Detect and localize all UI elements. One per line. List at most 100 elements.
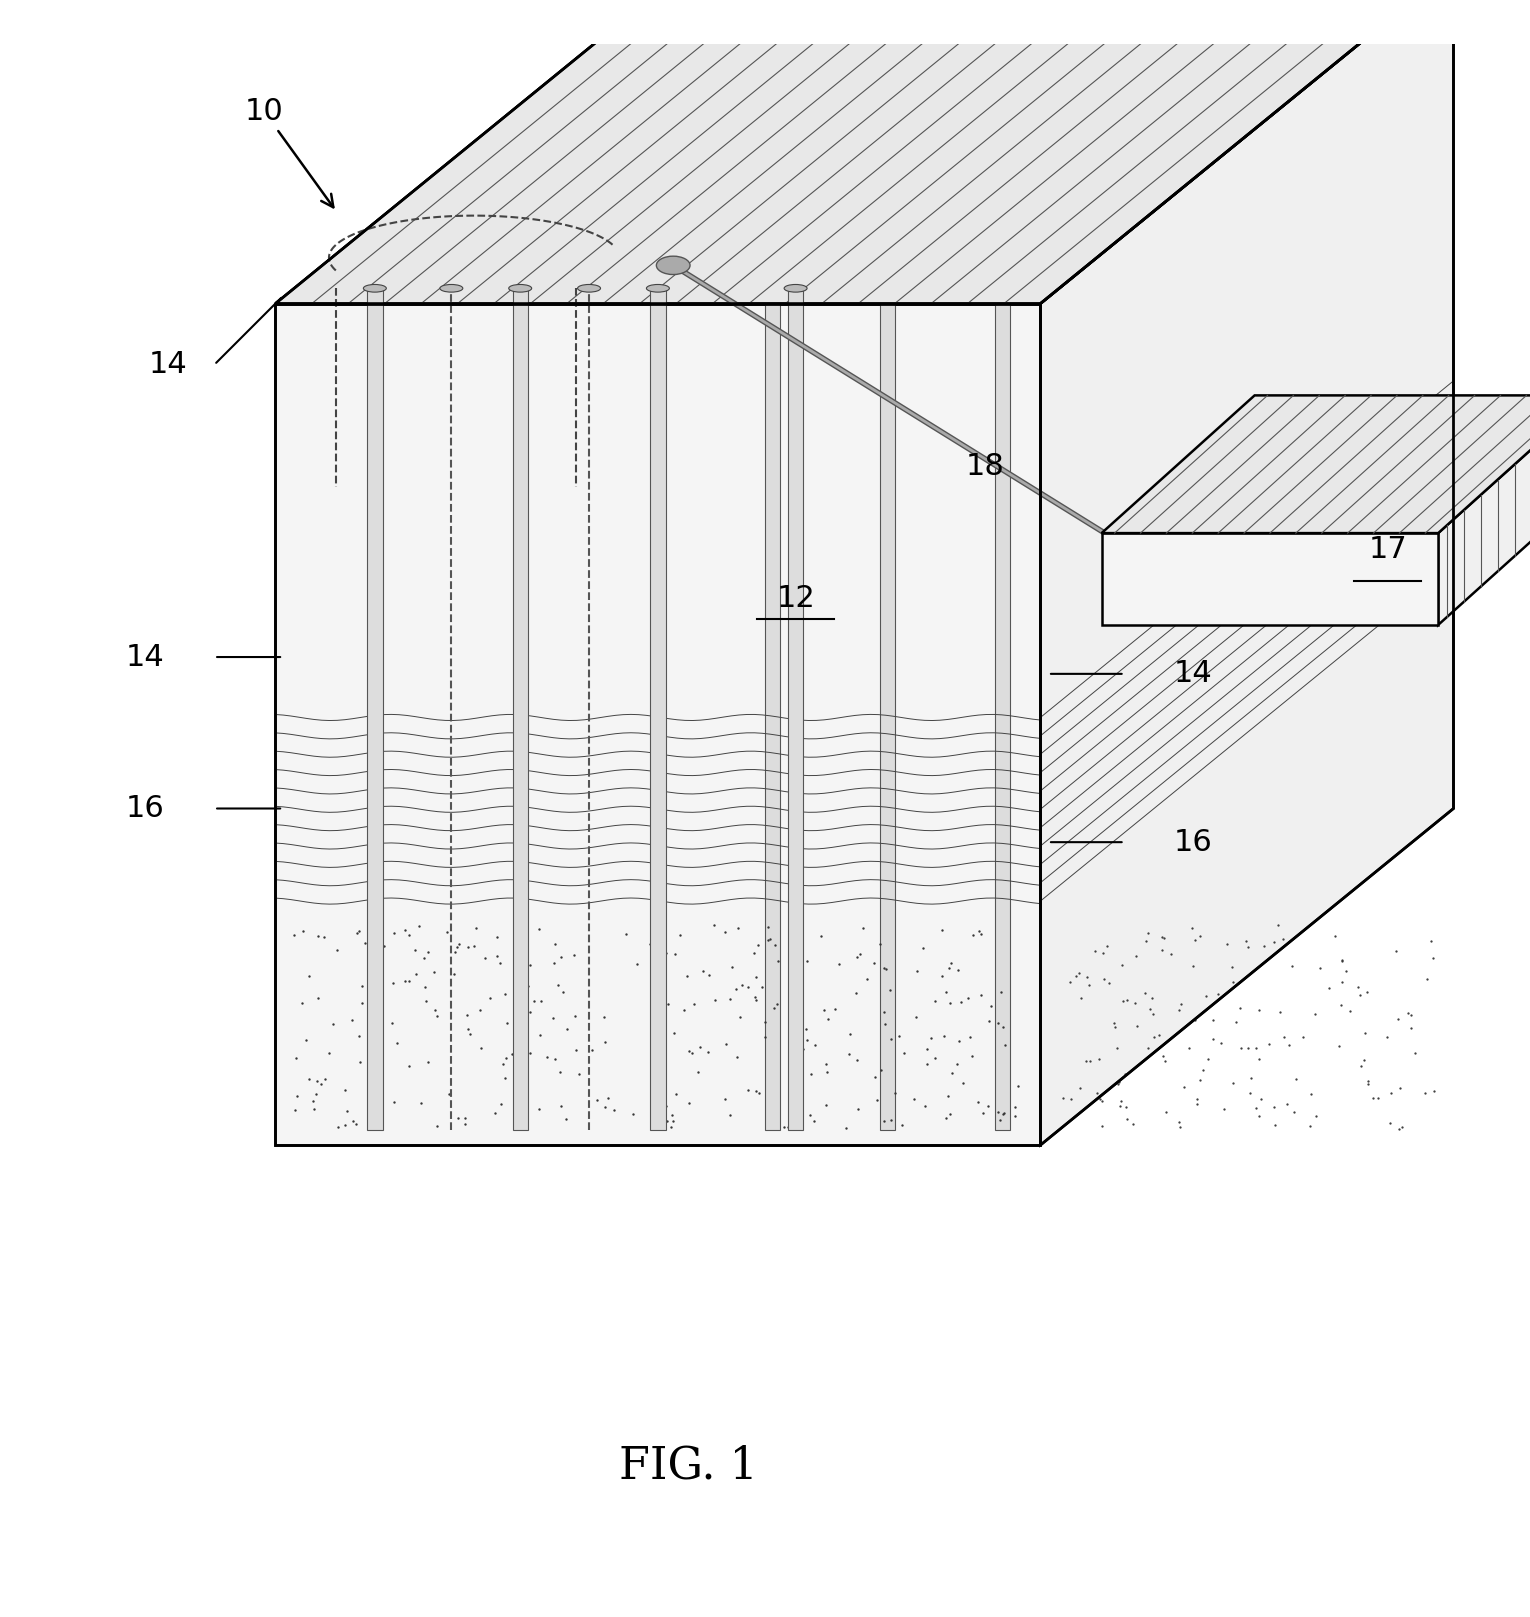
Point bbox=[301, 1088, 326, 1114]
Point bbox=[1177, 1035, 1201, 1061]
Point bbox=[681, 991, 705, 1017]
Point bbox=[402, 938, 427, 964]
Point bbox=[289, 990, 314, 1015]
Point bbox=[791, 1036, 815, 1062]
Point bbox=[1181, 952, 1206, 978]
Point bbox=[542, 949, 566, 975]
Point bbox=[285, 1083, 309, 1109]
Point bbox=[930, 917, 955, 943]
Point bbox=[1379, 1080, 1403, 1106]
Point bbox=[491, 1051, 516, 1077]
Point bbox=[872, 954, 897, 980]
Point bbox=[704, 986, 728, 1012]
Point bbox=[407, 914, 431, 939]
Point bbox=[1221, 969, 1245, 994]
Point bbox=[1403, 1040, 1427, 1066]
Point bbox=[565, 1036, 589, 1062]
Point bbox=[728, 1004, 753, 1030]
Point bbox=[508, 986, 532, 1012]
Point bbox=[1244, 1035, 1268, 1061]
Point bbox=[834, 1114, 858, 1140]
Point bbox=[724, 977, 748, 1003]
Point bbox=[880, 1027, 904, 1053]
Point bbox=[445, 1104, 470, 1130]
Point bbox=[592, 1004, 617, 1030]
Point bbox=[863, 951, 887, 977]
Ellipse shape bbox=[656, 255, 690, 275]
Point bbox=[456, 1015, 480, 1041]
Point bbox=[493, 982, 517, 1007]
Point bbox=[1348, 982, 1372, 1007]
Point bbox=[1274, 1091, 1299, 1117]
Point bbox=[306, 985, 330, 1011]
Point bbox=[457, 1020, 482, 1046]
Point bbox=[653, 939, 678, 965]
Point bbox=[1152, 1048, 1177, 1074]
Ellipse shape bbox=[578, 285, 600, 293]
Point bbox=[1356, 1070, 1380, 1096]
Point bbox=[883, 1080, 907, 1106]
Point bbox=[990, 1014, 1014, 1040]
Point bbox=[620, 1101, 644, 1127]
Point bbox=[747, 1080, 771, 1106]
Point bbox=[1299, 1080, 1323, 1106]
Point bbox=[549, 1093, 574, 1119]
Point bbox=[1151, 925, 1175, 951]
Point bbox=[1183, 1007, 1207, 1033]
Point bbox=[742, 939, 767, 965]
Point bbox=[404, 962, 428, 988]
Point bbox=[845, 944, 869, 970]
Point bbox=[811, 998, 835, 1024]
Text: 16: 16 bbox=[125, 794, 165, 823]
Point bbox=[453, 1111, 477, 1137]
Point bbox=[396, 969, 421, 994]
Point bbox=[794, 1027, 819, 1053]
Point bbox=[786, 1101, 811, 1127]
Point bbox=[1398, 1003, 1423, 1028]
Point bbox=[1190, 1058, 1215, 1083]
Point bbox=[797, 1103, 822, 1129]
Ellipse shape bbox=[646, 285, 669, 293]
Point bbox=[753, 1009, 777, 1035]
Point bbox=[306, 923, 330, 949]
Point bbox=[494, 1046, 519, 1072]
Point bbox=[979, 993, 1004, 1019]
Point bbox=[412, 946, 436, 972]
Point bbox=[334, 1112, 358, 1138]
Point bbox=[393, 917, 418, 943]
Point bbox=[638, 931, 662, 957]
Point bbox=[1247, 1103, 1271, 1129]
Point bbox=[1183, 927, 1207, 952]
Point bbox=[1304, 1001, 1328, 1027]
Point bbox=[672, 998, 696, 1024]
Point bbox=[309, 1070, 334, 1096]
Point bbox=[1349, 1053, 1374, 1079]
Point bbox=[1215, 931, 1239, 957]
Point bbox=[725, 1045, 750, 1070]
Ellipse shape bbox=[439, 285, 462, 293]
Point bbox=[361, 973, 386, 999]
Point bbox=[640, 1003, 664, 1028]
Point bbox=[536, 1045, 560, 1070]
Point bbox=[543, 931, 568, 957]
Point bbox=[744, 983, 768, 1009]
Point bbox=[483, 1100, 508, 1125]
Point bbox=[517, 952, 542, 978]
Point bbox=[1091, 939, 1115, 965]
Point bbox=[382, 920, 407, 946]
Point bbox=[360, 1015, 384, 1041]
Point bbox=[736, 1077, 760, 1103]
Point bbox=[1201, 1027, 1226, 1053]
Point bbox=[662, 1020, 687, 1046]
Point bbox=[661, 1108, 685, 1134]
Point bbox=[283, 1098, 308, 1124]
Point bbox=[659, 1101, 684, 1127]
Point bbox=[442, 960, 467, 986]
Point bbox=[1297, 1112, 1322, 1138]
Point bbox=[393, 969, 418, 994]
Point bbox=[1201, 1007, 1226, 1033]
Point bbox=[341, 1109, 366, 1135]
Polygon shape bbox=[1040, 0, 1454, 1145]
Point bbox=[676, 1090, 701, 1116]
Point bbox=[413, 973, 438, 999]
